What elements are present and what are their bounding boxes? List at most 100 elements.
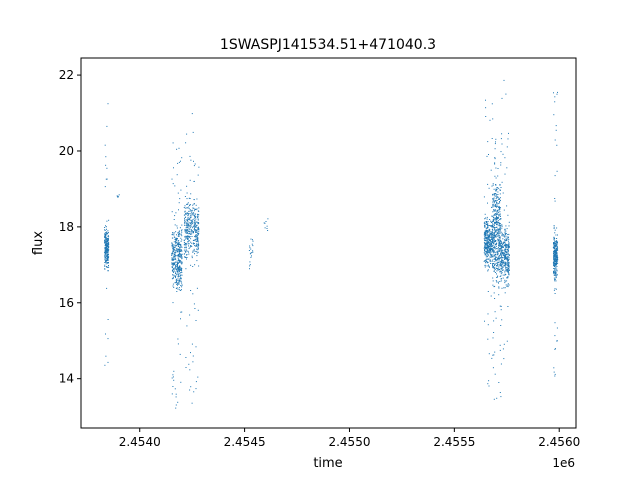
data-point (485, 235, 487, 237)
data-point (193, 207, 195, 209)
data-point (501, 133, 503, 135)
y-tick-label: 20 (59, 144, 74, 158)
data-point (176, 251, 178, 253)
data-point (185, 238, 187, 240)
data-point (188, 213, 190, 214)
data-point (106, 258, 108, 260)
data-point (501, 244, 503, 246)
data-point (117, 196, 119, 198)
data-point (497, 268, 499, 269)
data-point (494, 157, 496, 159)
data-point (495, 240, 497, 242)
data-point (192, 219, 194, 221)
data-point (498, 248, 500, 250)
data-point (177, 268, 179, 269)
data-point (105, 355, 107, 357)
data-point (181, 261, 183, 263)
data-point (556, 260, 558, 262)
data-point (554, 265, 556, 267)
data-point (556, 242, 558, 244)
data-point (184, 253, 186, 255)
data-point (178, 258, 180, 260)
data-point (491, 215, 493, 217)
data-point (494, 213, 496, 215)
data-point (173, 244, 175, 246)
data-point (508, 284, 510, 286)
data-point (507, 237, 509, 239)
data-point (180, 189, 182, 191)
data-point (490, 263, 492, 264)
data-point (106, 167, 108, 169)
data-point (492, 241, 494, 243)
data-point (179, 261, 181, 263)
data-point (105, 234, 107, 236)
data-point (504, 253, 506, 255)
data-point (506, 263, 508, 265)
data-point (175, 255, 177, 256)
data-point (176, 283, 178, 285)
data-point (190, 238, 192, 240)
data-point (172, 232, 174, 234)
data-point (483, 260, 485, 262)
data-point (487, 243, 488, 245)
data-point (196, 260, 198, 262)
data-point (488, 380, 490, 382)
data-point (105, 262, 107, 263)
data-point (187, 220, 188, 221)
data-point (185, 229, 187, 231)
data-point (492, 229, 494, 231)
data-point (181, 239, 183, 241)
data-point (507, 234, 509, 236)
data-point (500, 363, 502, 365)
data-point (507, 214, 509, 216)
data-point (497, 228, 499, 230)
data-point (178, 233, 179, 235)
data-point (496, 224, 497, 226)
data-point (189, 205, 191, 206)
data-point (105, 246, 107, 248)
data-point (498, 211, 500, 213)
data-point (106, 249, 108, 251)
data-point (196, 198, 198, 200)
data-point (553, 242, 555, 244)
data-point (494, 214, 495, 216)
data-point (500, 275, 502, 277)
data-point (486, 242, 488, 244)
data-point (197, 247, 199, 249)
data-point (554, 229, 556, 231)
data-point (507, 262, 509, 264)
data-point (493, 209, 495, 211)
data-point (185, 248, 187, 250)
data-point (197, 309, 199, 311)
data-point (491, 232, 493, 234)
data-point (492, 250, 494, 251)
data-point (249, 245, 251, 247)
data-point (250, 252, 252, 254)
data-point (499, 208, 500, 210)
data-point (487, 253, 489, 255)
data-point (177, 257, 179, 259)
data-point (499, 232, 501, 234)
data-point (175, 396, 177, 398)
data-point (499, 264, 501, 266)
data-point (557, 241, 558, 243)
data-point (554, 251, 556, 253)
data-point (107, 244, 109, 246)
data-point (181, 272, 183, 273)
data-point (174, 271, 176, 273)
data-point (484, 254, 486, 256)
data-point (553, 272, 555, 274)
data-point (494, 247, 496, 248)
data-point (190, 245, 192, 247)
data-point (496, 256, 498, 258)
data-point (498, 382, 500, 383)
data-point (488, 264, 489, 266)
data-point (494, 373, 496, 375)
data-point (186, 207, 188, 209)
data-point (496, 250, 498, 252)
data-point (499, 193, 501, 195)
data-point (556, 262, 558, 263)
data-point (251, 255, 252, 257)
data-point (179, 279, 181, 281)
data-point (491, 103, 493, 105)
